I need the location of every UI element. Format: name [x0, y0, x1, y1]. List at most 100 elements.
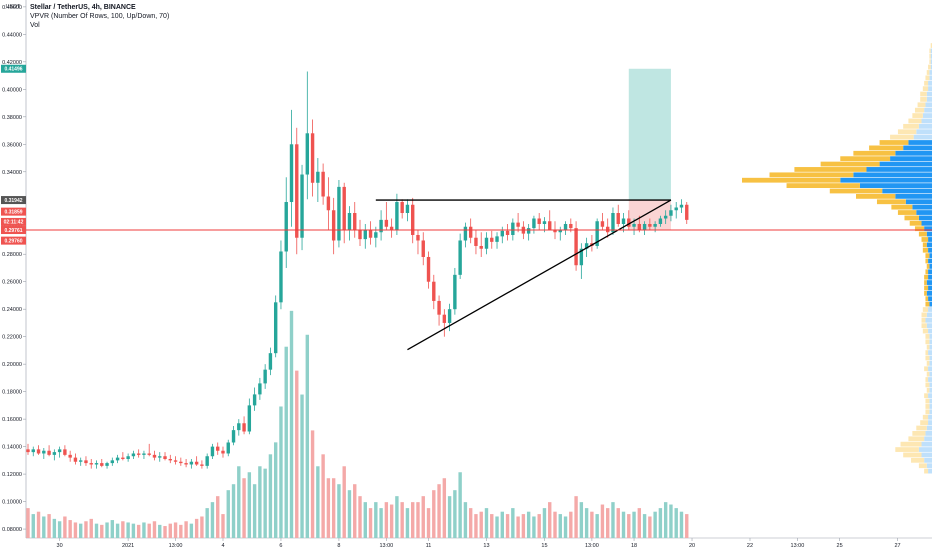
candle-body — [258, 383, 262, 395]
time-axis[interactable]: 30 2021 13:00 4 6 8 13:00 11 13 15 13:00 18 20 22 13:0… — [26, 537, 932, 549]
time-tick-label: 22 — [747, 543, 753, 549]
candle — [347, 206, 352, 241]
candle — [57, 446, 62, 458]
price-tick-label: 0.18000 — [2, 390, 22, 396]
candle-body — [158, 456, 162, 458]
vpvr-row-down — [895, 447, 919, 452]
symbol-title[interactable]: Stellar / TetherUS, 4h, BINANCE — [30, 4, 136, 11]
candle — [447, 303, 452, 332]
candle-body — [595, 221, 599, 246]
candle — [642, 221, 647, 235]
candle — [68, 450, 72, 462]
candle-body — [205, 456, 209, 466]
candle — [79, 457, 83, 466]
candle-body — [426, 256, 431, 282]
vpvr-row-down — [904, 215, 919, 221]
price-tag: 0.31859 — [1, 207, 26, 216]
volume-bar — [216, 496, 220, 538]
candle-body — [374, 232, 378, 238]
volume-bar — [79, 523, 83, 538]
vpvr-row-up — [928, 420, 932, 426]
candle-body — [26, 449, 30, 453]
candle-body — [200, 464, 204, 466]
vpvr-row-up — [929, 301, 932, 307]
vpvr-row-up — [928, 468, 932, 474]
time-tick-label: 13:00 — [791, 543, 805, 549]
volume-bar — [300, 394, 304, 538]
vpvr-row-down — [925, 301, 930, 307]
volume-bar — [611, 502, 615, 538]
candle-body — [89, 463, 93, 465]
vpvr-row-down — [921, 323, 927, 329]
candle — [663, 210, 668, 224]
time-tick-label: 13:00 — [585, 543, 599, 549]
price-tick-label: 0.46000 — [2, 5, 22, 11]
vpvr-row-up — [929, 253, 932, 259]
vpvr-row-up — [929, 264, 932, 269]
candle — [400, 199, 404, 219]
vpvr-row-up — [924, 457, 932, 463]
volume-bar — [26, 508, 30, 538]
vpvr-row-down — [922, 414, 929, 420]
candle-body — [242, 423, 246, 432]
candle-body — [163, 456, 167, 459]
time-tick-label: 18 — [631, 543, 637, 549]
candle — [263, 364, 267, 389]
vpvr-row-down — [900, 441, 922, 447]
vpvr-row-down — [794, 167, 867, 172]
candle — [384, 202, 389, 230]
candle-body — [468, 226, 473, 238]
candle — [669, 204, 673, 222]
candle — [579, 243, 584, 279]
vpvr-row-down — [929, 48, 931, 54]
volume-bar — [242, 478, 246, 538]
vpvr-row-down — [909, 220, 922, 226]
candle — [226, 439, 230, 457]
price-tag-box — [1, 64, 26, 73]
volume-bar — [147, 523, 151, 538]
vpvr-row-up — [905, 199, 932, 205]
candle — [432, 274, 436, 310]
candle — [321, 163, 325, 205]
vpvr-row-down — [925, 355, 930, 361]
vpvr-row-up — [928, 285, 932, 291]
vpvr-row-up — [930, 48, 932, 54]
trend-lines[interactable] — [375, 199, 672, 351]
volume-legend[interactable]: Vol — [30, 22, 40, 29]
vpvr-row-up — [928, 258, 932, 264]
volume-bar — [526, 511, 531, 538]
volume-bar — [532, 516, 536, 538]
volume-bar — [258, 466, 262, 538]
volume-bar — [295, 370, 299, 538]
volume-bar — [94, 523, 99, 538]
vpvr-row-down — [912, 431, 926, 436]
vpvr-row-up — [928, 80, 932, 86]
price-tag: 02:11:42 — [1, 217, 26, 226]
price-tick-label: 0.26000 — [2, 280, 22, 286]
vpvr-row-up — [918, 447, 932, 452]
vpvr-row-up — [859, 183, 932, 188]
candle — [26, 443, 30, 455]
candle — [100, 458, 104, 468]
volume-bar — [273, 442, 278, 538]
time-tick-label: 20 — [689, 543, 695, 549]
vpvr-row-down — [890, 134, 914, 140]
vpvr-row-up — [921, 118, 932, 124]
vpvr-row-down — [925, 382, 930, 388]
candle-body — [36, 449, 41, 454]
candle-body — [79, 460, 83, 462]
candle — [537, 213, 541, 230]
candle — [295, 127, 299, 255]
vpvr-row-up — [925, 317, 932, 323]
vpvr-row-down — [922, 247, 929, 253]
vpvr-legend[interactable]: VPVR (Number Of Rows, 100, Up/Down, 70) — [30, 13, 170, 20]
price-tick-label: 0.44000 — [2, 32, 22, 38]
candle — [358, 219, 362, 246]
price-tag-box — [1, 207, 26, 216]
volume-bar — [679, 511, 684, 538]
candle-body — [584, 243, 589, 249]
volume-bar — [658, 508, 663, 538]
candle-body — [606, 226, 610, 233]
price-tag-label: 0.31859 — [4, 209, 22, 215]
